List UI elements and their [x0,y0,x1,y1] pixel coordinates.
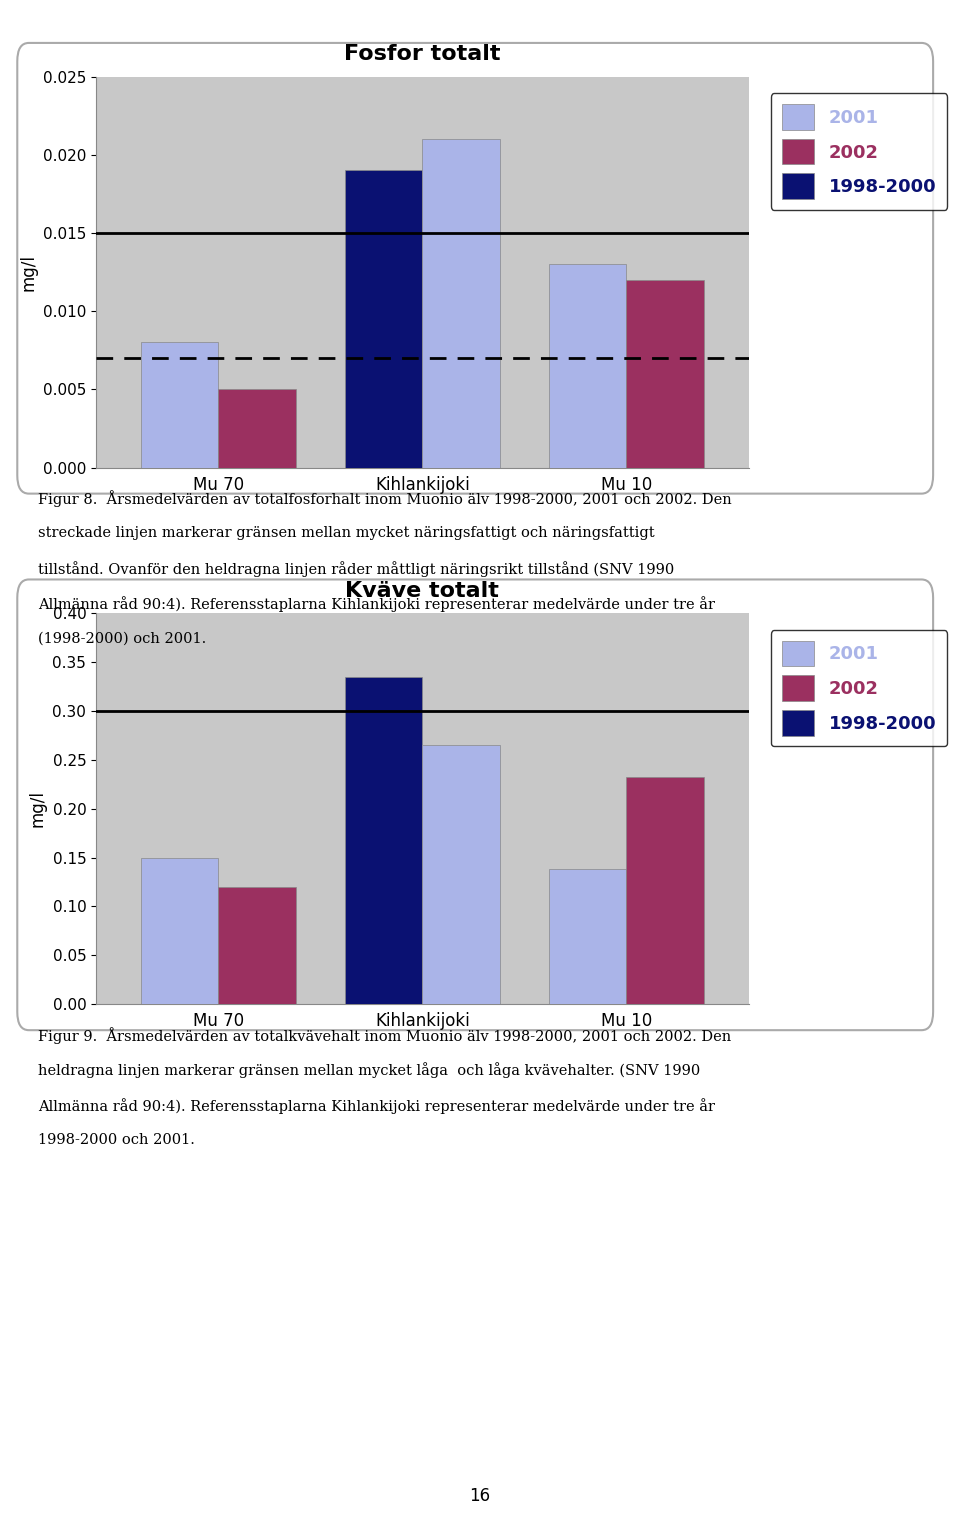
Text: Figur 9.  Årsmedelvärden av totalkvävehalt inom Muonio älv 1998-2000, 2001 och 2: Figur 9. Årsmedelvärden av totalkvävehal… [38,1027,732,1044]
Text: 1998-2000 och 2001.: 1998-2000 och 2001. [38,1133,195,1147]
Text: streckade linjen markerar gränsen mellan mycket näringsfattigt och näringsfattig: streckade linjen markerar gränsen mellan… [38,526,655,540]
Text: (1998-2000) och 2001.: (1998-2000) och 2001. [38,632,206,645]
Text: Allmänna råd 90:4). Referensstaplarna Kihlankijoki representerar medelvärde unde: Allmänna råd 90:4). Referensstaplarna Ki… [38,596,715,612]
Bar [549,264,627,468]
Bar [627,777,704,1004]
Title: Fosfor totalt: Fosfor totalt [344,44,501,64]
Text: 16: 16 [469,1487,491,1505]
Bar [141,857,219,1004]
Text: tillstånd. Ovanför den heldragna linjen råder måttligt näringsrikt tillstånd (SN: tillstånd. Ovanför den heldragna linjen … [38,561,675,576]
Legend: 2001, 2002, 1998-2000: 2001, 2002, 1998-2000 [771,630,948,747]
Legend: 2001, 2002, 1998-2000: 2001, 2002, 1998-2000 [771,94,948,210]
Bar [422,745,500,1004]
Bar [219,389,296,468]
Bar [627,281,704,468]
Bar [219,886,296,1004]
Bar [345,676,422,1004]
Bar [141,342,219,468]
Bar [422,140,500,468]
Y-axis label: mg/l: mg/l [19,253,37,291]
Text: Allmänna råd 90:4). Referensstaplarna Kihlankijoki representerar medelvärde unde: Allmänna råd 90:4). Referensstaplarna Ki… [38,1098,715,1113]
Bar [549,869,627,1004]
Text: heldragna linjen markerar gränsen mellan mycket låga  och låga kvävehalter. (SNV: heldragna linjen markerar gränsen mellan… [38,1062,701,1078]
Y-axis label: mg/l: mg/l [29,789,47,828]
Text: Figur 8.  Årsmedelvärden av totalfosforhalt inom Muonio älv 1998-2000, 2001 och : Figur 8. Årsmedelvärden av totalfosforha… [38,491,732,507]
Title: Kväve totalt: Kväve totalt [346,581,499,601]
Bar [345,170,422,468]
